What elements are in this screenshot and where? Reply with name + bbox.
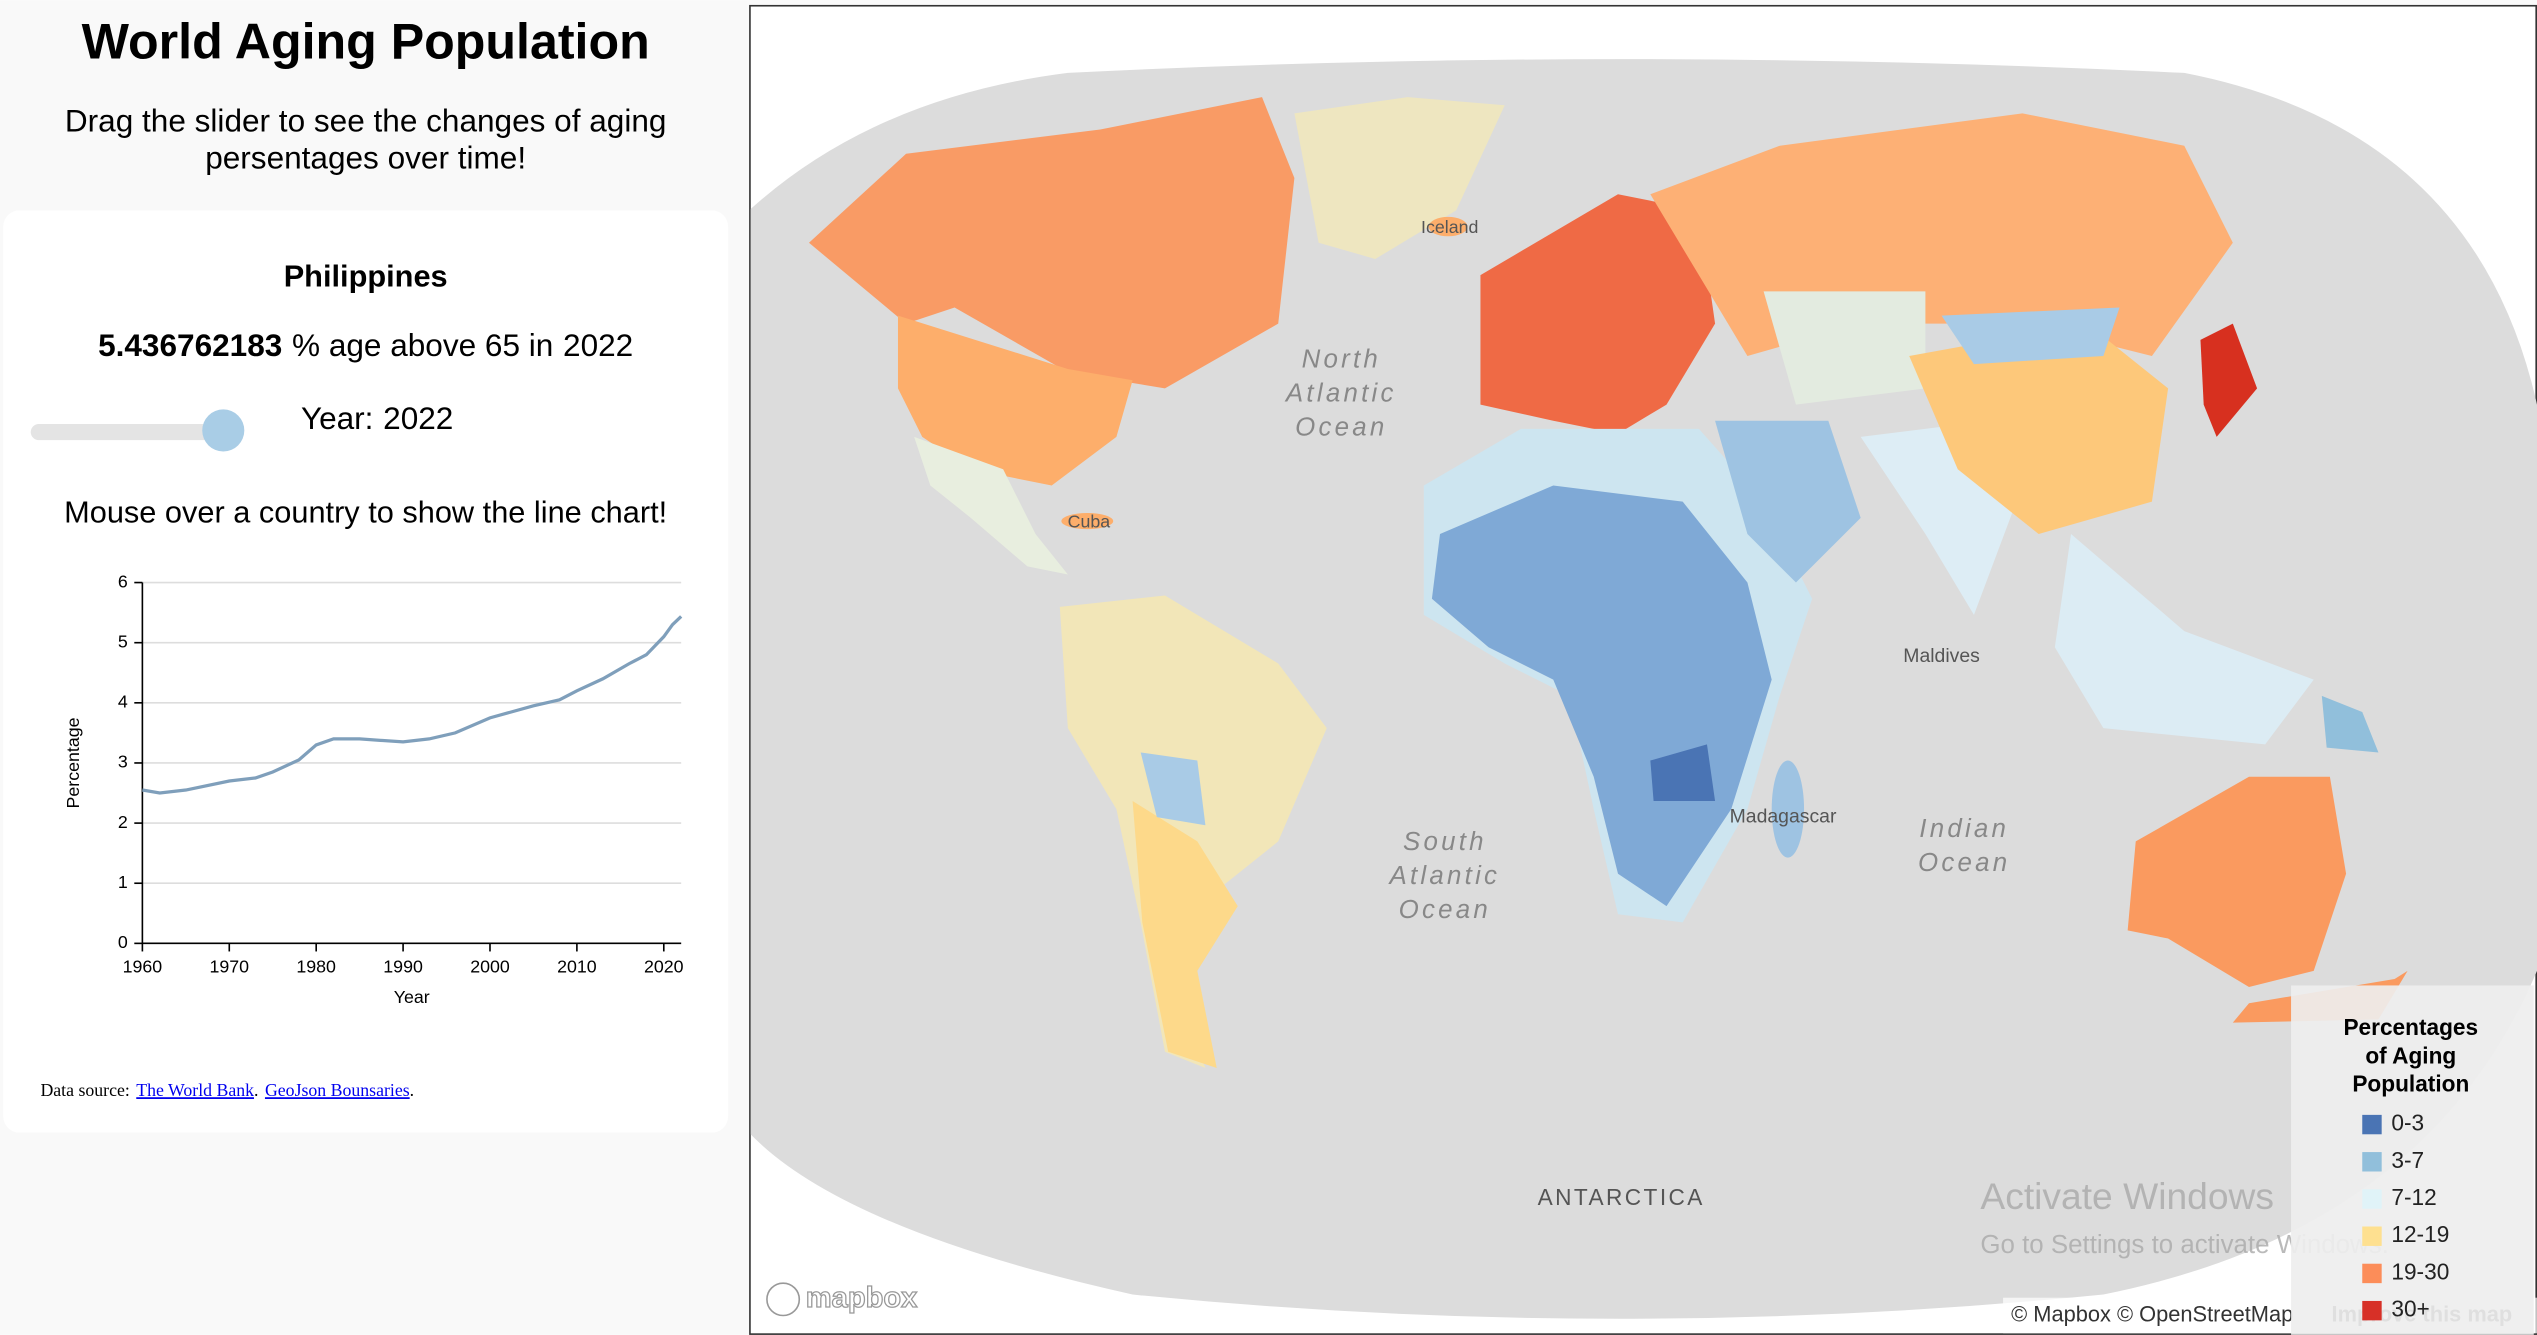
legend-label: 0-3 <box>2391 1110 2424 1136</box>
legend-box <box>2291 985 2534 1335</box>
y-tick-label: 5 <box>118 631 128 651</box>
country[interactable] <box>2200 323 2258 437</box>
hint: Mouse over a country to show the line ch… <box>64 495 667 530</box>
legend-swatch <box>2362 1152 2382 1172</box>
legend-label: 7-12 <box>2391 1184 2436 1210</box>
source-label: Data source: <box>40 1080 129 1100</box>
y-tick-label: 0 <box>118 932 128 952</box>
x-tick-label: 1970 <box>210 956 250 976</box>
country[interactable] <box>1059 595 1327 1068</box>
place-label: Iceland <box>1421 217 1478 237</box>
x-tick-label: 1960 <box>123 956 163 976</box>
ocean-label: Indian <box>1919 815 2009 843</box>
ocean-label: Ocean <box>1918 849 2010 877</box>
legend-title: of Aging <box>2365 1042 2456 1068</box>
legend-title: Percentages <box>2343 1014 2478 1040</box>
legend-label: 12-19 <box>2391 1221 2449 1247</box>
ocean-label: Atlantic <box>1387 862 1500 890</box>
x-tick-label: 1980 <box>296 956 336 976</box>
stat-suffix: % age above 65 in <box>292 327 553 363</box>
y-tick-label: 6 <box>118 571 128 591</box>
separator: . <box>410 1080 414 1100</box>
legend-title: Population <box>2352 1071 2469 1097</box>
y-tick-label: 2 <box>118 812 128 832</box>
page-title: World Aging Population <box>82 14 650 70</box>
country[interactable] <box>1294 97 1505 259</box>
ocean-label: Atlantic <box>1284 380 1397 408</box>
x-tick-label: 1990 <box>383 956 423 976</box>
line <box>142 615 683 795</box>
mapbox-logo-icon <box>766 1282 801 1317</box>
country[interactable] <box>1941 307 2120 365</box>
y-tick-label: 3 <box>118 752 128 772</box>
country[interactable] <box>1132 800 1238 1068</box>
country[interactable] <box>1650 744 1716 801</box>
country[interactable] <box>1771 760 1805 858</box>
stat-year: 2022 <box>563 327 633 363</box>
country[interactable] <box>2321 695 2379 753</box>
legend-swatch <box>2362 1114 2382 1135</box>
subtitle: Drag the slider to see the changes of ag… <box>65 102 667 138</box>
country[interactable] <box>1480 194 1716 434</box>
source-link[interactable]: GeoJson Bounsaries <box>265 1080 410 1100</box>
slider-track[interactable] <box>30 423 233 441</box>
stat-line: 5.436762183 % age above 65 in 2022 <box>98 327 633 363</box>
stat-value: 5.436762183 <box>98 327 282 363</box>
y-axis-label: Percentage <box>63 717 83 808</box>
country[interactable] <box>914 436 1068 575</box>
legend-label: 19-30 <box>2391 1258 2449 1284</box>
country[interactable] <box>1715 420 1861 583</box>
separator: . <box>254 1080 258 1100</box>
ocean-label: Ocean <box>1295 414 1387 442</box>
place-label: Maldives <box>1903 645 1980 667</box>
card <box>3 210 729 1133</box>
ocean-label: Ocean <box>1399 896 1491 924</box>
legend-swatch <box>2362 1226 2382 1246</box>
ocean-label: South <box>1403 828 1487 856</box>
legend-swatch <box>2362 1263 2382 1284</box>
x-tick-label: 2000 <box>470 956 510 976</box>
ocean-label: North <box>1302 346 1381 374</box>
mapbox-logo: mapbox <box>806 1282 918 1314</box>
data-source: Data source: The World Bank. GeoJson Bouns… <box>40 1080 414 1100</box>
country[interactable] <box>1061 512 1114 530</box>
watermark-title: Activate Windows <box>1980 1175 2274 1217</box>
place-label: Madagascar <box>1730 805 1837 827</box>
year-label: Year: 2022 <box>301 400 453 436</box>
y-tick-label: 4 <box>118 692 128 712</box>
legend-swatch <box>2362 1189 2382 1209</box>
country-name: Philippines <box>284 258 448 293</box>
attribution[interactable]: © Mapbox © OpenStreetMap <box>2011 1301 2293 1326</box>
year-label-value: 2022 <box>383 400 453 436</box>
legend-label: 3-7 <box>2391 1147 2424 1173</box>
country[interactable] <box>808 97 1295 389</box>
country[interactable] <box>1428 216 1468 237</box>
x-axis-label: Year <box>394 987 430 1007</box>
subtitle: persentages over time! <box>205 140 526 176</box>
country[interactable] <box>897 315 1133 486</box>
slider-thumb[interactable] <box>202 409 245 452</box>
year-label-text: Year: <box>301 400 374 436</box>
y-tick-label: 1 <box>118 872 128 892</box>
country[interactable] <box>1909 323 2169 535</box>
map[interactable]: North Atlantic Ocean South Atlantic Ocean Indi… <box>749 59 2537 1335</box>
source-link[interactable]: The World Bank <box>136 1080 254 1100</box>
country[interactable] <box>2127 776 2347 988</box>
country[interactable] <box>1431 485 1772 907</box>
place-label: Cuba <box>1068 511 1111 531</box>
x-tick-label: 2020 <box>644 956 684 976</box>
legend-swatch <box>2362 1300 2382 1321</box>
place-label: ANTARCTICA <box>1538 1184 1705 1210</box>
country[interactable] <box>1763 291 1926 405</box>
country[interactable] <box>2054 534 2314 745</box>
legend-label: 30+ <box>2391 1296 2429 1322</box>
x-tick-label: 2010 <box>557 956 597 976</box>
country[interactable] <box>1140 752 1206 826</box>
